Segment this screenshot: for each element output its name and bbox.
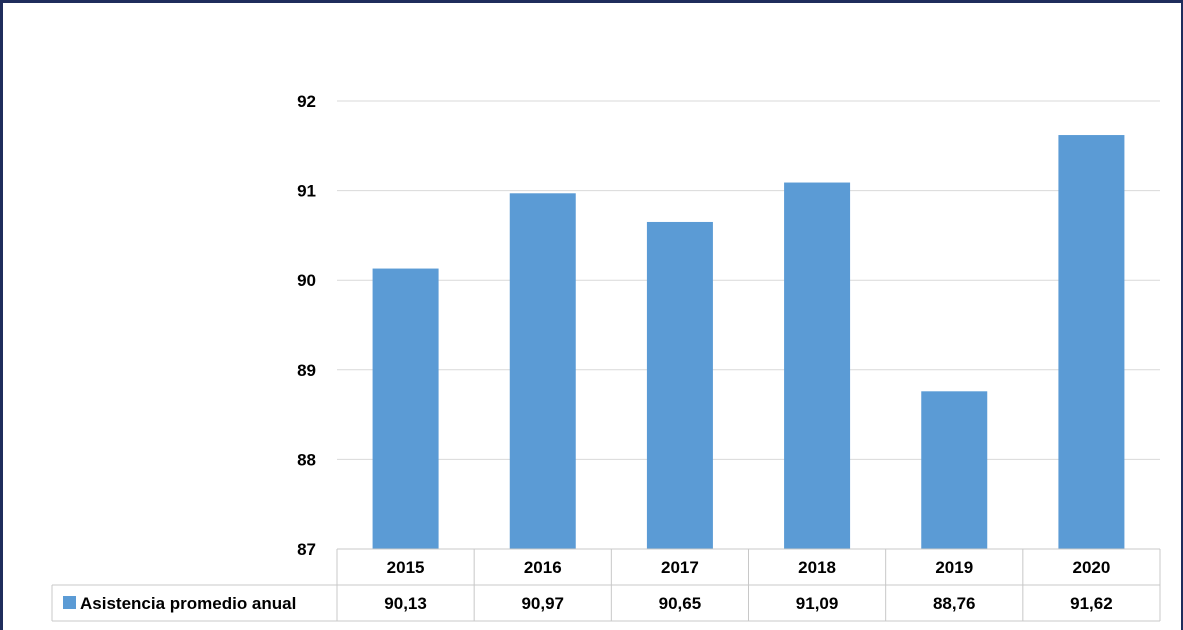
x-category-label: 2016 bbox=[524, 558, 562, 577]
x-category-label: 2020 bbox=[1073, 558, 1111, 577]
x-category-label: 2015 bbox=[387, 558, 425, 577]
y-tick-label: 87 bbox=[297, 540, 316, 559]
bar bbox=[1058, 135, 1124, 549]
data-label: 90,13 bbox=[384, 594, 427, 613]
y-tick-label: 89 bbox=[297, 361, 316, 380]
bar bbox=[921, 391, 987, 549]
x-category-label: 2019 bbox=[935, 558, 973, 577]
legend-swatch bbox=[63, 596, 76, 609]
data-label: 91,62 bbox=[1070, 594, 1113, 613]
y-tick-label: 90 bbox=[297, 271, 316, 290]
y-tick-label: 91 bbox=[297, 182, 316, 201]
y-tick-label: 88 bbox=[297, 450, 316, 469]
data-label: 88,76 bbox=[933, 594, 976, 613]
data-label: 91,09 bbox=[796, 594, 839, 613]
bar bbox=[373, 269, 439, 549]
data-label: 90,65 bbox=[659, 594, 702, 613]
bar bbox=[784, 183, 850, 549]
x-category-label: 2018 bbox=[798, 558, 836, 577]
bar bbox=[510, 193, 576, 549]
y-tick-label: 92 bbox=[297, 92, 316, 111]
legend-label: Asistencia promedio anual bbox=[80, 594, 296, 613]
x-category-label: 2017 bbox=[661, 558, 699, 577]
data-label: 90,97 bbox=[521, 594, 564, 613]
bar bbox=[647, 222, 713, 549]
